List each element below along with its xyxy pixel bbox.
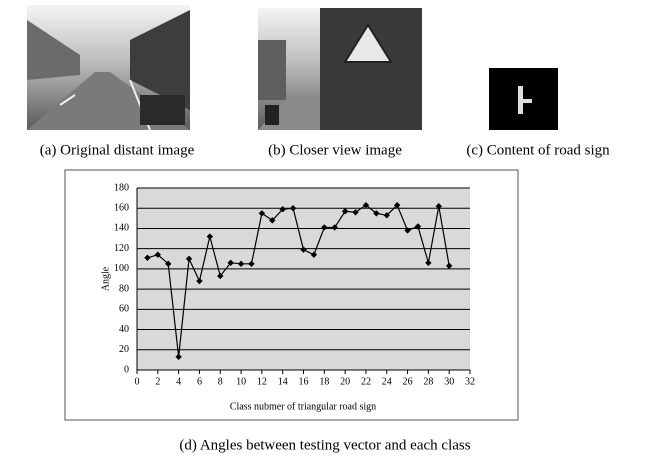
photo-b bbox=[258, 8, 422, 130]
x-tick-label: 26 bbox=[403, 376, 413, 387]
x-tick-label: 24 bbox=[382, 376, 392, 387]
y-tick-label: 180 bbox=[114, 182, 129, 193]
x-tick-label: 0 bbox=[135, 376, 140, 387]
figure: (a) Original distant image (b) Closer vi… bbox=[0, 0, 650, 462]
x-tick-label: 22 bbox=[361, 376, 371, 387]
page: (a) Original distant image (b) Closer vi… bbox=[0, 0, 650, 462]
y-tick-label: 20 bbox=[119, 344, 129, 355]
y-tick-label: 120 bbox=[114, 243, 129, 254]
x-tick-label: 6 bbox=[197, 376, 202, 387]
x-tick-label: 4 bbox=[176, 376, 181, 387]
x-tick-label: 16 bbox=[299, 376, 309, 387]
x-tick-label: 32 bbox=[465, 376, 475, 387]
y-tick-label: 160 bbox=[114, 203, 129, 214]
y-tick-label: 0 bbox=[124, 364, 129, 375]
x-tick-label: 2 bbox=[155, 376, 160, 387]
caption: (b) Closer view image bbox=[268, 142, 402, 158]
y-tick-label: 60 bbox=[119, 304, 129, 315]
y-axis-label: Angle bbox=[100, 266, 111, 291]
caption: (d) Angles between testing vector and ea… bbox=[179, 437, 470, 453]
y-tick-label: 80 bbox=[119, 283, 129, 294]
y-tick-label: 100 bbox=[114, 263, 129, 274]
road-sign-content bbox=[489, 68, 558, 130]
caption: (c) Content of road sign bbox=[466, 142, 610, 158]
x-tick-label: 12 bbox=[257, 376, 267, 387]
x-tick-label: 20 bbox=[340, 376, 350, 387]
x-tick-label: 14 bbox=[278, 376, 288, 387]
photo-a bbox=[27, 5, 190, 130]
x-tick-label: 18 bbox=[319, 376, 329, 387]
y-tick-label: 40 bbox=[119, 324, 129, 335]
y-tick-label: 140 bbox=[114, 223, 129, 234]
x-tick-label: 28 bbox=[423, 376, 433, 387]
x-tick-label: 30 bbox=[444, 376, 454, 387]
x-tick-label: 10 bbox=[236, 376, 246, 387]
x-tick-label: 8 bbox=[218, 376, 223, 387]
x-axis-label: Class nubmer of triangular road sign bbox=[230, 401, 376, 412]
caption: (a) Original distant image bbox=[40, 142, 195, 158]
